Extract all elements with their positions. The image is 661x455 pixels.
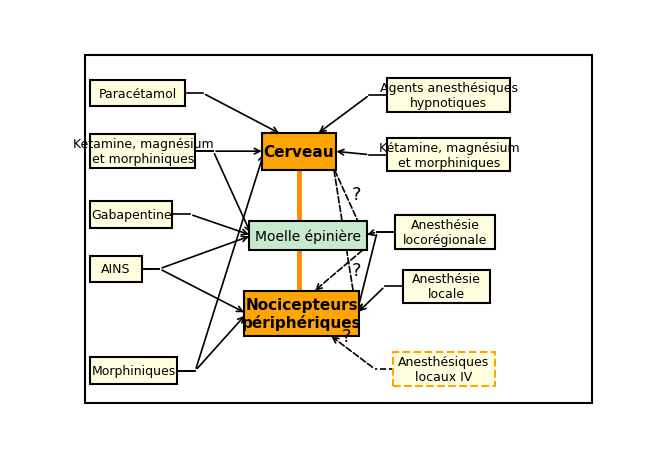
Text: ?: ?	[342, 328, 351, 346]
FancyBboxPatch shape	[387, 79, 510, 112]
Text: Anesthésie
locorégionale: Anesthésie locorégionale	[403, 218, 487, 246]
FancyBboxPatch shape	[387, 139, 510, 172]
Text: Anesthésie
locale: Anesthésie locale	[412, 273, 481, 301]
Text: AINS: AINS	[101, 263, 131, 276]
FancyBboxPatch shape	[91, 81, 185, 107]
FancyBboxPatch shape	[249, 221, 367, 251]
Text: ?: ?	[352, 261, 362, 279]
FancyBboxPatch shape	[403, 270, 490, 303]
Text: Anesthésiques
locaux IV: Anesthésiques locaux IV	[398, 355, 489, 383]
FancyBboxPatch shape	[395, 216, 495, 249]
Text: Morphiniques: Morphiniques	[92, 364, 176, 377]
FancyBboxPatch shape	[91, 358, 177, 384]
FancyBboxPatch shape	[85, 56, 592, 403]
Text: ?: ?	[352, 186, 362, 204]
FancyBboxPatch shape	[91, 135, 196, 168]
Text: Moelle épinière: Moelle épinière	[255, 229, 361, 243]
FancyBboxPatch shape	[91, 202, 173, 228]
Text: Agents anesthésiques
hypnotiques: Agents anesthésiques hypnotiques	[380, 82, 518, 110]
FancyBboxPatch shape	[244, 291, 360, 337]
Text: Kétamine, magnésium
et morphiniques: Kétamine, magnésium et morphiniques	[379, 142, 519, 169]
Text: Cerveau: Cerveau	[264, 144, 334, 159]
Text: Paracétamol: Paracétamol	[98, 87, 177, 101]
Text: Gabapentine: Gabapentine	[91, 208, 172, 222]
FancyBboxPatch shape	[91, 256, 141, 282]
Text: Kétamine, magnésium
et morphiniques: Kétamine, magnésium et morphiniques	[73, 138, 213, 166]
FancyBboxPatch shape	[393, 352, 495, 386]
Text: Nocicepteurs
périphériques: Nocicepteurs périphériques	[242, 297, 362, 331]
FancyBboxPatch shape	[262, 133, 336, 170]
